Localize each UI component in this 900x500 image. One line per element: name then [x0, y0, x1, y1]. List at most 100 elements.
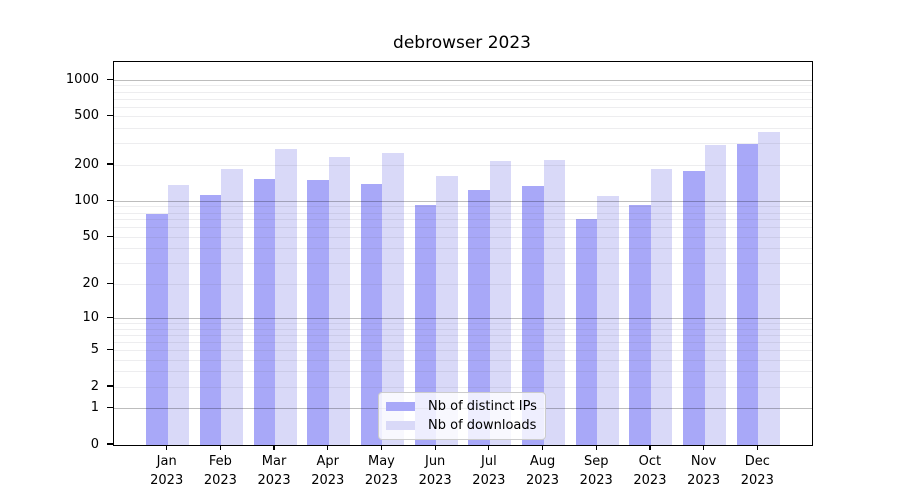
y-tick-label: 500: [74, 108, 99, 124]
x-tick-label: Aug 2023: [525, 454, 560, 488]
gridline-minor: [114, 206, 812, 208]
gridline-minor: [114, 85, 812, 87]
y-tick-mark: [107, 406, 113, 408]
bar-downloads: [436, 176, 458, 445]
gridline-minor: [114, 106, 812, 108]
bar-downloads: [221, 169, 243, 445]
y-tick-mark: [107, 235, 113, 238]
x-tick-mark: [166, 445, 168, 450]
bar-distinct-ips: [253, 179, 276, 445]
legend-item: Nb of downloads: [379, 418, 545, 433]
bar-downloads: [382, 153, 404, 445]
x-tick-label: Jun 2023: [418, 454, 452, 488]
gridline-minor: [114, 328, 812, 330]
legend: Nb of distinct IPs Nb of downloads: [378, 392, 546, 440]
bar-downloads: [489, 161, 512, 445]
bar-distinct-ips: [414, 204, 437, 445]
y-tick-mark: [107, 163, 113, 165]
x-tick-mark: [434, 445, 436, 450]
plot-area: [113, 61, 813, 446]
gridline-major: [114, 79, 812, 81]
gridline-minor: [114, 371, 812, 373]
legend-label: Nb of downloads: [428, 418, 537, 433]
y-tick-mark: [107, 115, 113, 117]
bar-distinct-ips: [736, 143, 759, 445]
bar-distinct-ips: [522, 186, 544, 445]
gridline-minor: [114, 98, 812, 100]
y-tick-label: 100: [74, 192, 99, 208]
gridline-minor: [114, 143, 812, 145]
bar-distinct-ips: [683, 171, 705, 445]
x-tick-label: Sep 2023: [579, 454, 613, 488]
legend-swatch: [386, 420, 415, 431]
gridline-minor: [114, 386, 812, 388]
x-tick-label: Apr 2023: [311, 454, 345, 488]
y-tick-mark: [107, 385, 113, 387]
gridline-minor: [114, 341, 812, 343]
bar-downloads: [758, 131, 780, 445]
y-tick-mark: [107, 443, 113, 445]
x-tick-label: Oct 2023: [633, 454, 667, 488]
gridline-minor: [114, 263, 812, 265]
gridline-minor: [114, 322, 812, 324]
x-tick-label: Nov 2023: [687, 454, 721, 488]
y-tick-mark: [107, 199, 113, 201]
gridline-minor: [114, 116, 812, 118]
x-tick-label: Mar 2023: [257, 454, 291, 488]
x-tick-mark: [541, 445, 544, 450]
y-tick-label: 2: [90, 378, 99, 394]
y-tick-mark: [107, 282, 113, 284]
gridline-minor: [114, 212, 812, 214]
y-tick-label: 1: [90, 399, 99, 415]
x-tick-mark: [649, 445, 651, 450]
x-tick-mark: [380, 445, 383, 450]
gridline-minor: [114, 359, 812, 361]
y-tick-label: 50: [82, 228, 99, 244]
y-tick-label: 1000: [65, 71, 99, 87]
x-tick-label: Dec 2023: [740, 454, 774, 488]
y-tick-label: 5: [90, 341, 99, 357]
x-tick-mark: [595, 445, 597, 450]
bar-distinct-ips: [307, 180, 329, 445]
gridline-minor: [114, 236, 812, 238]
bar-downloads: [597, 196, 619, 445]
gridline-minor: [114, 334, 812, 336]
x-tick-mark: [703, 445, 705, 450]
bar-distinct-ips: [629, 204, 651, 445]
gridline-minor: [114, 91, 812, 93]
x-tick-mark: [488, 445, 490, 450]
gridline-minor: [114, 283, 812, 285]
x-tick-mark: [756, 445, 758, 450]
chart-title: debrowser 2023: [393, 33, 531, 53]
bar-downloads: [167, 184, 190, 445]
bar-distinct-ips: [468, 190, 490, 445]
gridline-major: [114, 200, 812, 202]
y-tick-mark: [107, 316, 113, 318]
bar-downloads: [650, 169, 673, 445]
gridline-minor: [114, 128, 812, 130]
y-tick-mark: [107, 78, 113, 80]
bar-downloads: [275, 149, 297, 445]
gridline-minor: [114, 349, 812, 351]
gridline-major: [114, 317, 812, 319]
y-tick-label: 0: [90, 436, 99, 452]
bar-distinct-ips: [575, 219, 598, 445]
y-tick-label: 200: [74, 156, 99, 172]
y-tick-label: 10: [82, 309, 99, 325]
gridline-minor: [114, 219, 812, 221]
bar-distinct-ips: [360, 183, 383, 445]
gridline-minor: [114, 227, 812, 229]
x-tick-mark: [273, 445, 275, 450]
y-tick-label: 20: [82, 275, 99, 291]
bar-downloads: [328, 157, 351, 445]
bar-distinct-ips: [146, 214, 168, 445]
gridline-minor: [114, 248, 812, 250]
bar-downloads: [543, 160, 566, 445]
y-tick-mark: [107, 348, 113, 350]
legend-item: Nb of distinct IPs: [379, 399, 545, 414]
x-tick-label: Feb 2023: [203, 454, 237, 488]
legend-swatch: [386, 401, 415, 412]
x-tick-label: Jan 2023: [150, 454, 184, 488]
x-tick-mark: [327, 445, 329, 450]
